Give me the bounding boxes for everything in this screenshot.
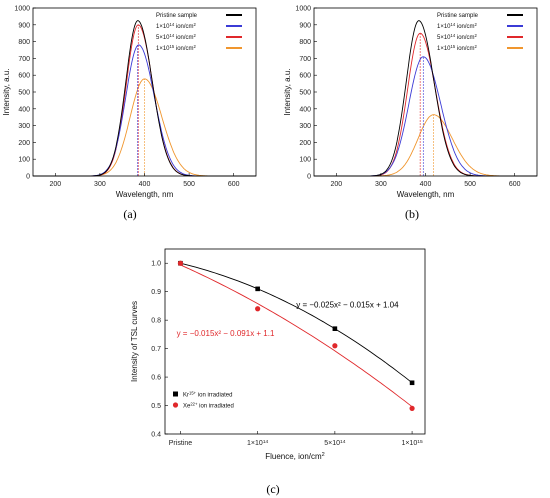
a-xtick-label-4: 600	[228, 181, 240, 188]
c-ytick-label-1: 0.5	[151, 403, 161, 410]
a-ytick-label-7: 700	[18, 56, 30, 63]
b-curve-3	[314, 114, 537, 177]
b-xtick-label-3: 500	[464, 181, 476, 188]
a-legend-label-0: Pristine sample	[156, 13, 198, 19]
c-legend-label-0: Kr15+ ion irradiated	[183, 390, 232, 399]
a-ytick-label-5: 500	[18, 90, 30, 97]
b-ytick-label-1: 100	[299, 157, 311, 164]
a-legend-label-3: 1×1015 ion/cm2	[156, 44, 197, 53]
b-curve-1	[314, 56, 537, 177]
b-ytick-label-10: 1000	[295, 6, 311, 13]
c-fit-line-1	[180, 264, 413, 408]
c-xtick-label-1: 1×1014	[247, 439, 269, 448]
a-xtick-label-2: 400	[139, 181, 151, 188]
c-ytick-label-5: 0.9	[151, 289, 161, 296]
a-xtick-label-1: 300	[94, 181, 106, 188]
a-ytick-label-9: 900	[18, 22, 30, 29]
c-ytick-label-0: 0.4	[151, 432, 161, 439]
panel-c-intensity-vs-fluence-chart: 0.4 0.5 0.6 0.7 0.8 0.9 1.0 Pristine 1×1014 5×101…	[130, 248, 426, 461]
c-ytick-label-2: 0.6	[151, 375, 161, 382]
b-ytick-label-9: 900	[299, 22, 311, 29]
a-legend-label-2: 5×1014 ion/cm2	[156, 33, 197, 42]
a-xtick-label-3: 500	[183, 181, 195, 188]
b-x-axis-label: Wavelength, nm	[397, 190, 455, 199]
a-curve-0	[33, 20, 256, 177]
a-ytick-label-4: 400	[18, 106, 30, 113]
a-legend-label-1: 1×1014 ion/cm2	[156, 22, 197, 31]
c-equation-0: y = −0.025x² − 0.015x + 1.04	[296, 300, 399, 309]
c-point-1-1	[255, 306, 261, 312]
c-xtick-label-3: 1×1015	[401, 439, 423, 448]
c-ytick-label-6: 1.0	[151, 261, 161, 268]
panel-a-spectra-chart: 0 100 200 300 400 500 600 700 800 900 1000 200 300 40…	[2, 6, 257, 199]
c-point-1-0	[177, 260, 184, 266]
b-legend-label-2: 5×1014 ion/cm2	[437, 33, 478, 42]
c-legend-marker-0	[173, 391, 178, 397]
b-ytick-label-2: 200	[299, 140, 311, 147]
c-x-axis-label: Fluence, ion/cm2	[265, 452, 325, 461]
b-xtick-label-2: 400	[420, 181, 432, 188]
a-xtick-label-0: 200	[49, 181, 61, 188]
b-legend-label-3: 1×1015 ion/cm2	[437, 44, 478, 53]
b-ytick-label-6: 600	[299, 73, 311, 80]
a-x-axis-label: Wavelength, nm	[116, 190, 174, 199]
caption-c: (c)	[266, 482, 279, 496]
b-xtick-label-1: 300	[375, 181, 387, 188]
panel-b-spectra-chart: 0 100 200 300 400 500 600 700 800 900 1000 200 300 40…	[283, 6, 538, 199]
caption-b: (b)	[405, 207, 419, 221]
c-point-0-1	[255, 286, 260, 292]
c-xtick-label-2: 5×1014	[324, 439, 346, 448]
c-point-0-2	[332, 326, 338, 331]
b-y-axis-label: Intensity, a.u.	[283, 69, 292, 116]
c-point-1-3	[409, 405, 415, 411]
b-ytick-label-3: 300	[299, 123, 311, 130]
a-ytick-label-1: 100	[18, 157, 30, 164]
a-ytick-label-0: 0	[26, 174, 30, 181]
a-ytick-label-10: 1000	[14, 6, 30, 13]
b-curve-0	[314, 20, 537, 177]
c-point-0-3	[409, 380, 415, 386]
c-fit-line-0	[180, 262, 413, 384]
c-plot-frame	[164, 248, 426, 435]
caption-a: (a)	[123, 207, 136, 221]
b-legend-label-1: 1×1014 ion/cm2	[437, 22, 478, 31]
b-ytick-label-4: 400	[299, 106, 311, 113]
c-legend-label-1: Xe22+ ion irradiated	[183, 401, 234, 410]
a-y-axis-label: Intensity, a.u.	[2, 69, 11, 116]
b-xtick-label-4: 600	[509, 181, 521, 188]
b-ytick-label-7: 700	[299, 56, 311, 63]
c-ytick-label-4: 0.8	[151, 318, 161, 325]
c-equation-1: y = −0.015x² − 0.091x + 1.1	[177, 329, 275, 338]
a-ytick-label-8: 800	[18, 39, 30, 46]
a-ytick-label-2: 200	[18, 140, 30, 147]
a-ytick-label-3: 300	[18, 123, 30, 130]
c-legend-marker-1	[172, 402, 179, 408]
b-curve-2	[314, 32, 537, 177]
c-y-axis-label: Intensity of TSL curves	[130, 301, 139, 382]
c-ytick-label-3: 0.7	[151, 346, 161, 353]
b-ytick-label-0: 0	[307, 174, 311, 181]
b-ytick-label-8: 800	[299, 39, 311, 46]
a-ytick-label-6: 600	[18, 73, 30, 80]
c-point-1-2	[332, 343, 338, 349]
c-xtick-label-0: Pristine	[169, 440, 192, 447]
b-xtick-label-0: 200	[330, 181, 342, 188]
b-legend-label-0: Pristine sample	[437, 13, 479, 19]
b-ytick-label-5: 500	[299, 90, 311, 97]
